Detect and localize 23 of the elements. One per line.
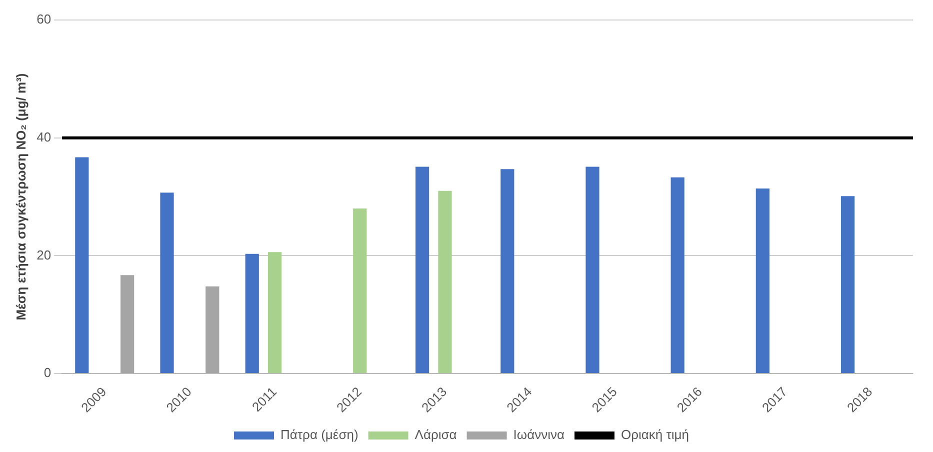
- bar: [670, 177, 684, 374]
- bar: [415, 166, 430, 374]
- y-tick-label: 60: [36, 12, 52, 27]
- bar: [500, 169, 514, 374]
- bar: [586, 166, 600, 374]
- bar: [206, 286, 220, 374]
- y-tick-label: 0: [44, 365, 52, 380]
- bar: [268, 252, 282, 374]
- bar: [353, 208, 367, 374]
- legend-label: Οριακή τιμή: [620, 427, 689, 442]
- y-axis-title: Μέση ετήσια συγκέντρωση NO₂ (μg/ m³): [13, 73, 28, 320]
- bar: [840, 196, 855, 374]
- bar: [438, 190, 452, 374]
- y-tick-label: 40: [36, 129, 52, 144]
- legend-label: Ιωάννινα: [513, 427, 565, 442]
- legend-label: Λάρισα: [414, 427, 458, 442]
- bar: [160, 192, 174, 374]
- bar: [245, 254, 259, 374]
- bar: [75, 157, 89, 374]
- legend-label: Πάτρα (μέση): [280, 427, 358, 442]
- y-tick-label: 20: [36, 247, 52, 262]
- bar: [120, 275, 134, 374]
- bar: [756, 188, 770, 374]
